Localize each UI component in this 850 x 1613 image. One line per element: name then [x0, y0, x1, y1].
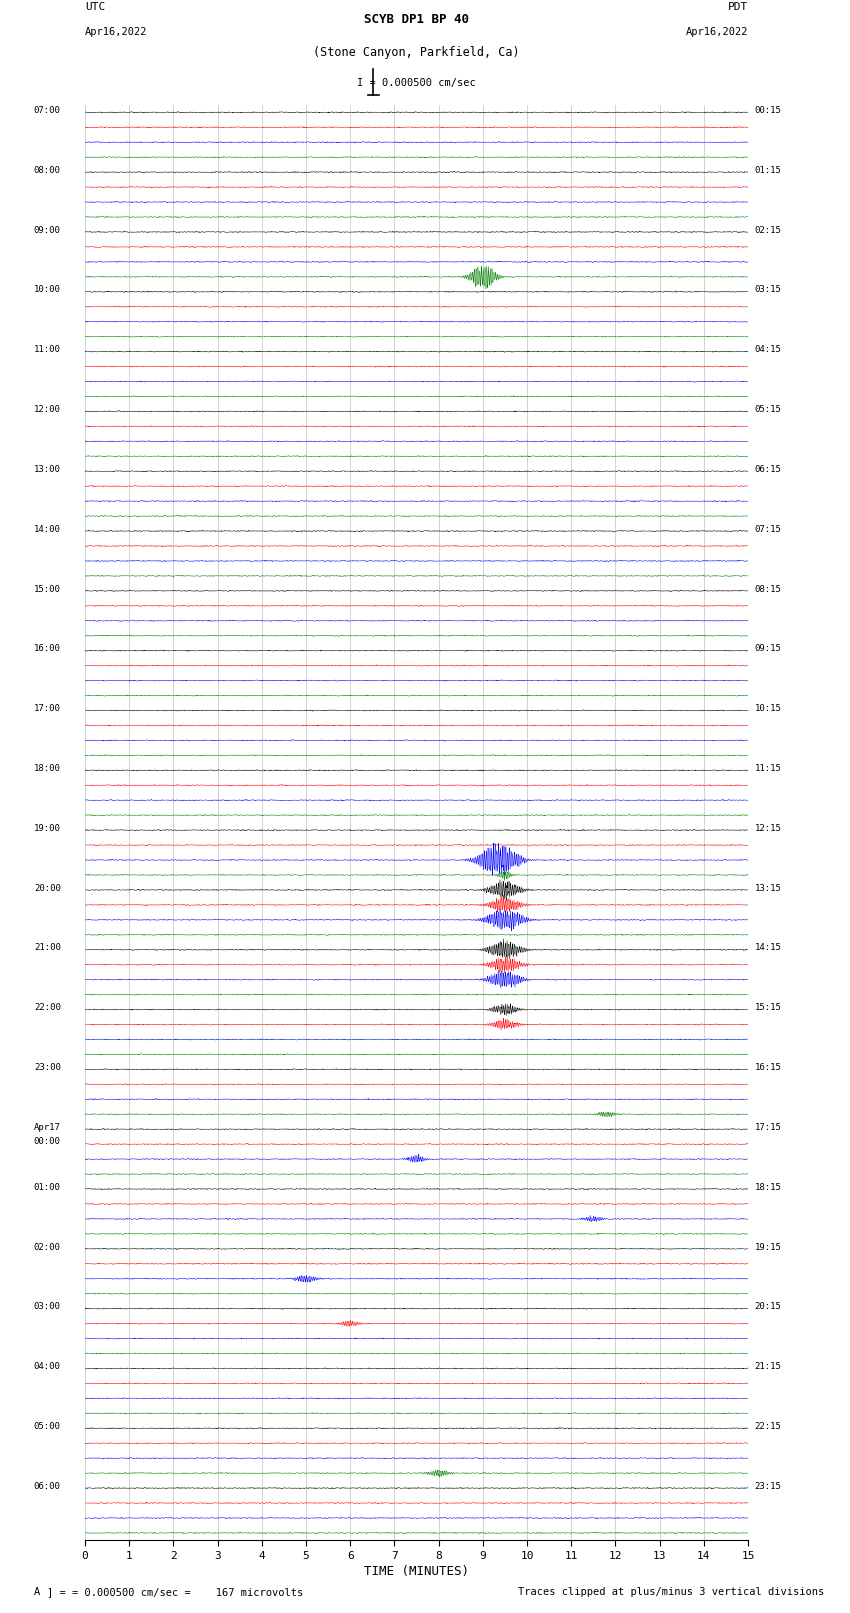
Text: (Stone Canyon, Parkfield, Ca): (Stone Canyon, Parkfield, Ca)	[313, 45, 520, 60]
Text: 05:00: 05:00	[34, 1423, 60, 1431]
Text: 13:00: 13:00	[34, 465, 60, 474]
Text: 11:00: 11:00	[34, 345, 60, 355]
Text: 19:15: 19:15	[755, 1242, 781, 1252]
Text: 22:00: 22:00	[34, 1003, 60, 1013]
Text: 10:15: 10:15	[755, 705, 781, 713]
Text: 08:00: 08:00	[34, 166, 60, 174]
Text: 03:15: 03:15	[755, 286, 781, 295]
Text: 20:00: 20:00	[34, 884, 60, 892]
Text: 20:15: 20:15	[755, 1302, 781, 1311]
Text: 23:00: 23:00	[34, 1063, 60, 1073]
Text: A: A	[34, 1587, 40, 1597]
Text: 16:15: 16:15	[755, 1063, 781, 1073]
Text: 21:00: 21:00	[34, 944, 60, 952]
Text: 18:15: 18:15	[755, 1182, 781, 1192]
Text: 13:15: 13:15	[755, 884, 781, 892]
Text: 06:00: 06:00	[34, 1482, 60, 1490]
Text: 02:00: 02:00	[34, 1242, 60, 1252]
Text: 23:15: 23:15	[755, 1482, 781, 1490]
Text: 09:15: 09:15	[755, 644, 781, 653]
Text: SCYB DP1 BP 40: SCYB DP1 BP 40	[364, 13, 469, 26]
Text: PDT: PDT	[728, 2, 748, 11]
Text: I = 0.000500 cm/sec: I = 0.000500 cm/sec	[357, 77, 476, 87]
Text: 12:00: 12:00	[34, 405, 60, 415]
Text: 04:00: 04:00	[34, 1361, 60, 1371]
Text: 04:15: 04:15	[755, 345, 781, 355]
Text: 01:15: 01:15	[755, 166, 781, 174]
Text: 18:00: 18:00	[34, 765, 60, 773]
Text: 11:15: 11:15	[755, 765, 781, 773]
Text: 15:15: 15:15	[755, 1003, 781, 1013]
Text: 17:00: 17:00	[34, 705, 60, 713]
Text: 03:00: 03:00	[34, 1302, 60, 1311]
Text: UTC: UTC	[85, 2, 105, 11]
Text: 12:15: 12:15	[755, 824, 781, 832]
Text: 00:15: 00:15	[755, 106, 781, 115]
Text: 08:15: 08:15	[755, 584, 781, 594]
Text: 00:00: 00:00	[34, 1137, 60, 1145]
Text: 01:00: 01:00	[34, 1182, 60, 1192]
Text: 07:15: 07:15	[755, 524, 781, 534]
Text: ] = = 0.000500 cm/sec =    167 microvolts: ] = = 0.000500 cm/sec = 167 microvolts	[47, 1587, 303, 1597]
Text: 14:00: 14:00	[34, 524, 60, 534]
Text: Apr16,2022: Apr16,2022	[685, 27, 748, 37]
Text: 09:00: 09:00	[34, 226, 60, 234]
Text: 06:15: 06:15	[755, 465, 781, 474]
Text: 15:00: 15:00	[34, 584, 60, 594]
Text: 14:15: 14:15	[755, 944, 781, 952]
Text: 05:15: 05:15	[755, 405, 781, 415]
Text: 17:15: 17:15	[755, 1123, 781, 1132]
Text: 10:00: 10:00	[34, 286, 60, 295]
Text: 19:00: 19:00	[34, 824, 60, 832]
Text: 07:00: 07:00	[34, 106, 60, 115]
Text: 21:15: 21:15	[755, 1361, 781, 1371]
Text: Apr16,2022: Apr16,2022	[85, 27, 148, 37]
Text: 22:15: 22:15	[755, 1423, 781, 1431]
X-axis label: TIME (MINUTES): TIME (MINUTES)	[364, 1565, 469, 1578]
Text: 02:15: 02:15	[755, 226, 781, 234]
Text: Apr17: Apr17	[34, 1123, 60, 1132]
Text: Traces clipped at plus/minus 3 vertical divisions: Traces clipped at plus/minus 3 vertical …	[518, 1587, 824, 1597]
Text: 16:00: 16:00	[34, 644, 60, 653]
